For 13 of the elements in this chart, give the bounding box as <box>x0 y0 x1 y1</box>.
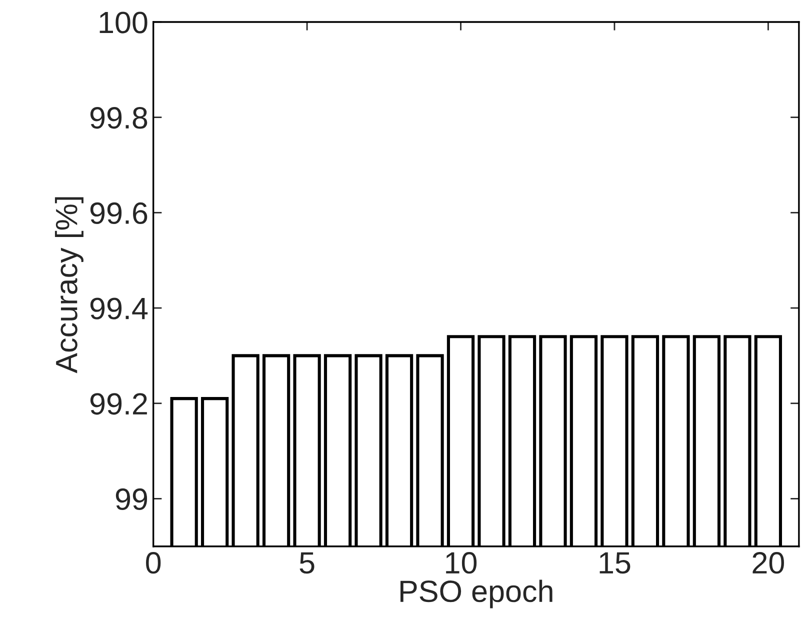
y-tick-label: 99.6 <box>90 202 148 224</box>
y-tick-label: 99 <box>116 488 148 510</box>
x-axis-title: PSO epoch <box>400 580 552 608</box>
x-tick-label: 10 <box>446 552 477 574</box>
x-tick-label: 0 <box>146 552 161 574</box>
y-tick-label: 99.8 <box>90 107 148 129</box>
y-tick-label: 99.2 <box>90 393 147 415</box>
x-tick-label: 15 <box>600 552 630 574</box>
x-tick-label: 20 <box>752 552 784 574</box>
y-tick-label: 99.4 <box>90 298 148 320</box>
y-tick-label: 100 <box>100 12 148 34</box>
x-tick-label: 5 <box>300 552 314 574</box>
y-axis-title: Accuracy [%] <box>54 197 84 374</box>
